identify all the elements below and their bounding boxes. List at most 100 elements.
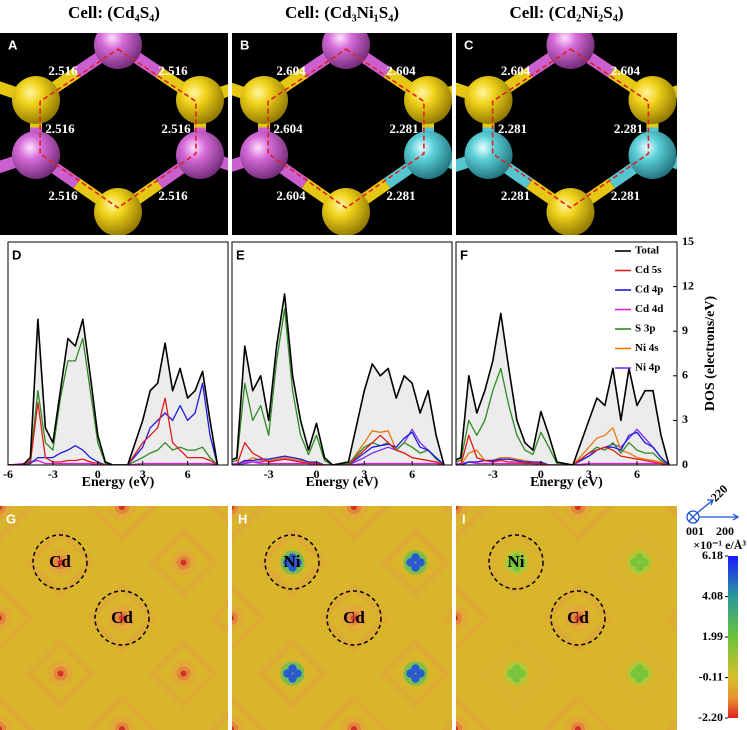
cd-core: [180, 670, 187, 677]
cd-core: [351, 726, 357, 730]
y-axis-label: DOS (electrons/eV): [703, 296, 718, 412]
ni-rim: [280, 661, 305, 686]
halo: [0, 506, 35, 543]
cd-core: [0, 726, 2, 730]
legend-label: S 3p: [635, 323, 656, 335]
bond-length: 2.516: [158, 63, 188, 78]
bond-length: 2.516: [45, 121, 75, 136]
panel-letter: E: [236, 247, 245, 262]
series-line: [232, 308, 445, 465]
bond-length: 2.281: [611, 188, 640, 203]
cd-core: [180, 559, 187, 566]
ni-lobe: [411, 553, 420, 562]
series-line: [232, 461, 445, 465]
bond-length: 2.604: [276, 63, 306, 78]
site-circle: [94, 590, 150, 646]
x-tick-label: -6: [3, 467, 13, 481]
halo: [604, 527, 675, 598]
colorbar-tick-label: 4.08: [702, 588, 723, 602]
atom-s: [628, 76, 677, 124]
bond-length: 2.281: [386, 188, 415, 203]
cell-outline: [39, 48, 197, 209]
site-circle: [550, 590, 606, 646]
atom-cd: [546, 33, 595, 69]
halo: [456, 582, 491, 654]
x-axis-label: Energy (eV): [530, 475, 603, 490]
atom-cd: [322, 33, 370, 69]
halo: [232, 582, 267, 654]
y-tick-label: 0: [682, 457, 688, 471]
x-tick-label: -3: [48, 467, 58, 481]
bond-length: 2.604: [276, 188, 306, 203]
ni-lobe: [635, 553, 644, 562]
ni-lobe: [288, 674, 297, 683]
cd-core: [575, 726, 581, 730]
ni-lobe: [411, 664, 420, 673]
plot-frame: [455, 241, 678, 466]
density-map: [456, 506, 708, 730]
y-tick-label: 9: [682, 323, 688, 337]
atom-ni: [628, 131, 677, 179]
halo: [542, 582, 614, 654]
cd-core: [0, 506, 2, 510]
axis-icon-label: 200: [716, 524, 734, 538]
panel-letter: A: [8, 37, 18, 52]
site-label: Cd: [567, 608, 589, 627]
halo: [86, 693, 158, 730]
ni-lobe: [288, 664, 297, 673]
x-tick-label: 3: [586, 467, 592, 481]
ni-lobe: [635, 664, 644, 673]
bond-length: 2.604: [611, 63, 641, 78]
density-map: [0, 506, 228, 730]
site-circle: [32, 534, 88, 590]
cd-ring: [456, 611, 462, 625]
density-map: [232, 506, 452, 730]
colorbar-tick-label: 6.18: [702, 548, 723, 562]
atom-cd: [94, 33, 142, 69]
series-line: [8, 459, 218, 465]
cd-ring: [0, 611, 6, 625]
series-line: [456, 434, 670, 465]
halo: [232, 506, 267, 543]
ni-lobe: [512, 664, 521, 673]
halo: [257, 638, 328, 709]
halo: [604, 638, 675, 709]
bond-length: 2.516: [48, 188, 78, 203]
panel-letter: H: [238, 511, 247, 526]
bond-length: 2.281: [498, 121, 527, 136]
series-line: [456, 367, 670, 465]
bond-length: 2.604: [386, 63, 416, 78]
cd-ring: [694, 611, 708, 625]
cd-core: [232, 506, 234, 510]
series-line: [232, 434, 445, 465]
plot-frame: [231, 241, 453, 466]
x-tick-label: -3: [264, 467, 274, 481]
bond-length: 2.516: [161, 121, 191, 136]
halo: [456, 693, 491, 730]
halo: [318, 693, 390, 730]
cd-core: [57, 670, 64, 677]
panel-letter: B: [240, 37, 249, 52]
halo: [0, 693, 35, 730]
x-tick-label: 6: [634, 467, 640, 481]
ni-rim: [504, 550, 529, 575]
atom-ni: [464, 131, 513, 179]
cd-core: [119, 506, 125, 510]
halo: [542, 506, 614, 543]
halo: [257, 527, 328, 598]
ni-lobe: [288, 553, 297, 562]
bond-length: 2.516: [158, 188, 188, 203]
site-circle: [264, 534, 320, 590]
halo: [0, 582, 35, 654]
series-line: [232, 428, 445, 465]
panel-letter: C: [464, 37, 474, 52]
site-label: Cd: [49, 552, 71, 571]
panel-title: Cell: (Cd₄S₄): [68, 3, 160, 22]
cd-core: [119, 726, 125, 730]
atom-cd: [240, 131, 288, 179]
cd-core: [232, 615, 234, 621]
series-line: [8, 318, 219, 465]
bond-length: 2.281: [389, 121, 418, 136]
cd-core: [119, 615, 125, 621]
